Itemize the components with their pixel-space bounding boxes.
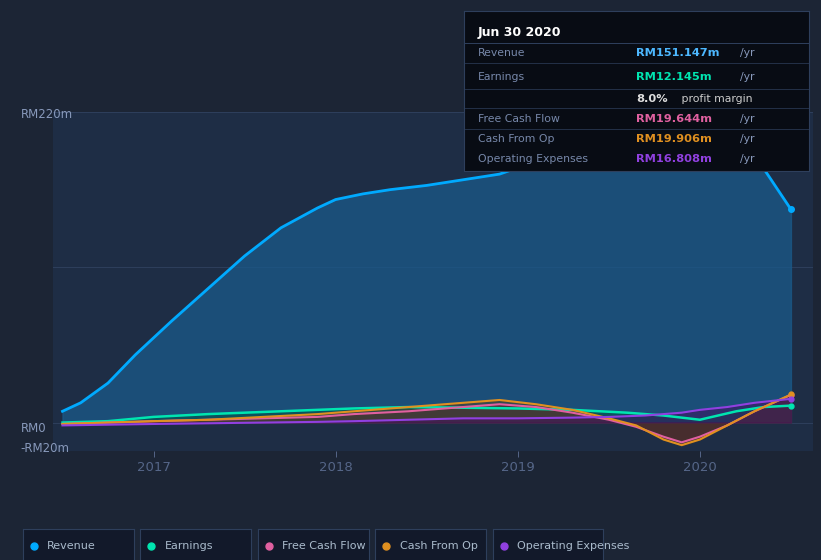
Text: -RM20m: -RM20m bbox=[21, 441, 70, 455]
Text: RM19.906m: RM19.906m bbox=[636, 134, 712, 144]
Text: RM151.147m: RM151.147m bbox=[636, 49, 720, 58]
Text: RM12.145m: RM12.145m bbox=[636, 72, 712, 82]
Text: Earnings: Earnings bbox=[478, 72, 525, 82]
Text: Operating Expenses: Operating Expenses bbox=[478, 154, 588, 164]
Text: Earnings: Earnings bbox=[165, 541, 213, 551]
Text: /yr: /yr bbox=[740, 154, 754, 164]
Text: RM0: RM0 bbox=[21, 422, 46, 435]
Text: /yr: /yr bbox=[740, 114, 754, 124]
Text: /yr: /yr bbox=[740, 72, 754, 82]
Text: RM19.644m: RM19.644m bbox=[636, 114, 713, 124]
Text: /yr: /yr bbox=[740, 134, 754, 144]
Text: Operating Expenses: Operating Expenses bbox=[517, 541, 630, 551]
Text: Cash From Op: Cash From Op bbox=[478, 134, 554, 144]
Text: Jun 30 2020: Jun 30 2020 bbox=[478, 26, 562, 39]
Text: RM220m: RM220m bbox=[21, 108, 72, 122]
Text: 8.0%: 8.0% bbox=[636, 94, 668, 104]
Text: Revenue: Revenue bbox=[478, 49, 525, 58]
Text: Cash From Op: Cash From Op bbox=[400, 541, 478, 551]
Text: Free Cash Flow: Free Cash Flow bbox=[478, 114, 560, 124]
Text: RM16.808m: RM16.808m bbox=[636, 154, 712, 164]
Text: /yr: /yr bbox=[740, 49, 754, 58]
Text: Revenue: Revenue bbox=[48, 541, 96, 551]
Text: profit margin: profit margin bbox=[677, 94, 752, 104]
Text: Free Cash Flow: Free Cash Flow bbox=[282, 541, 366, 551]
